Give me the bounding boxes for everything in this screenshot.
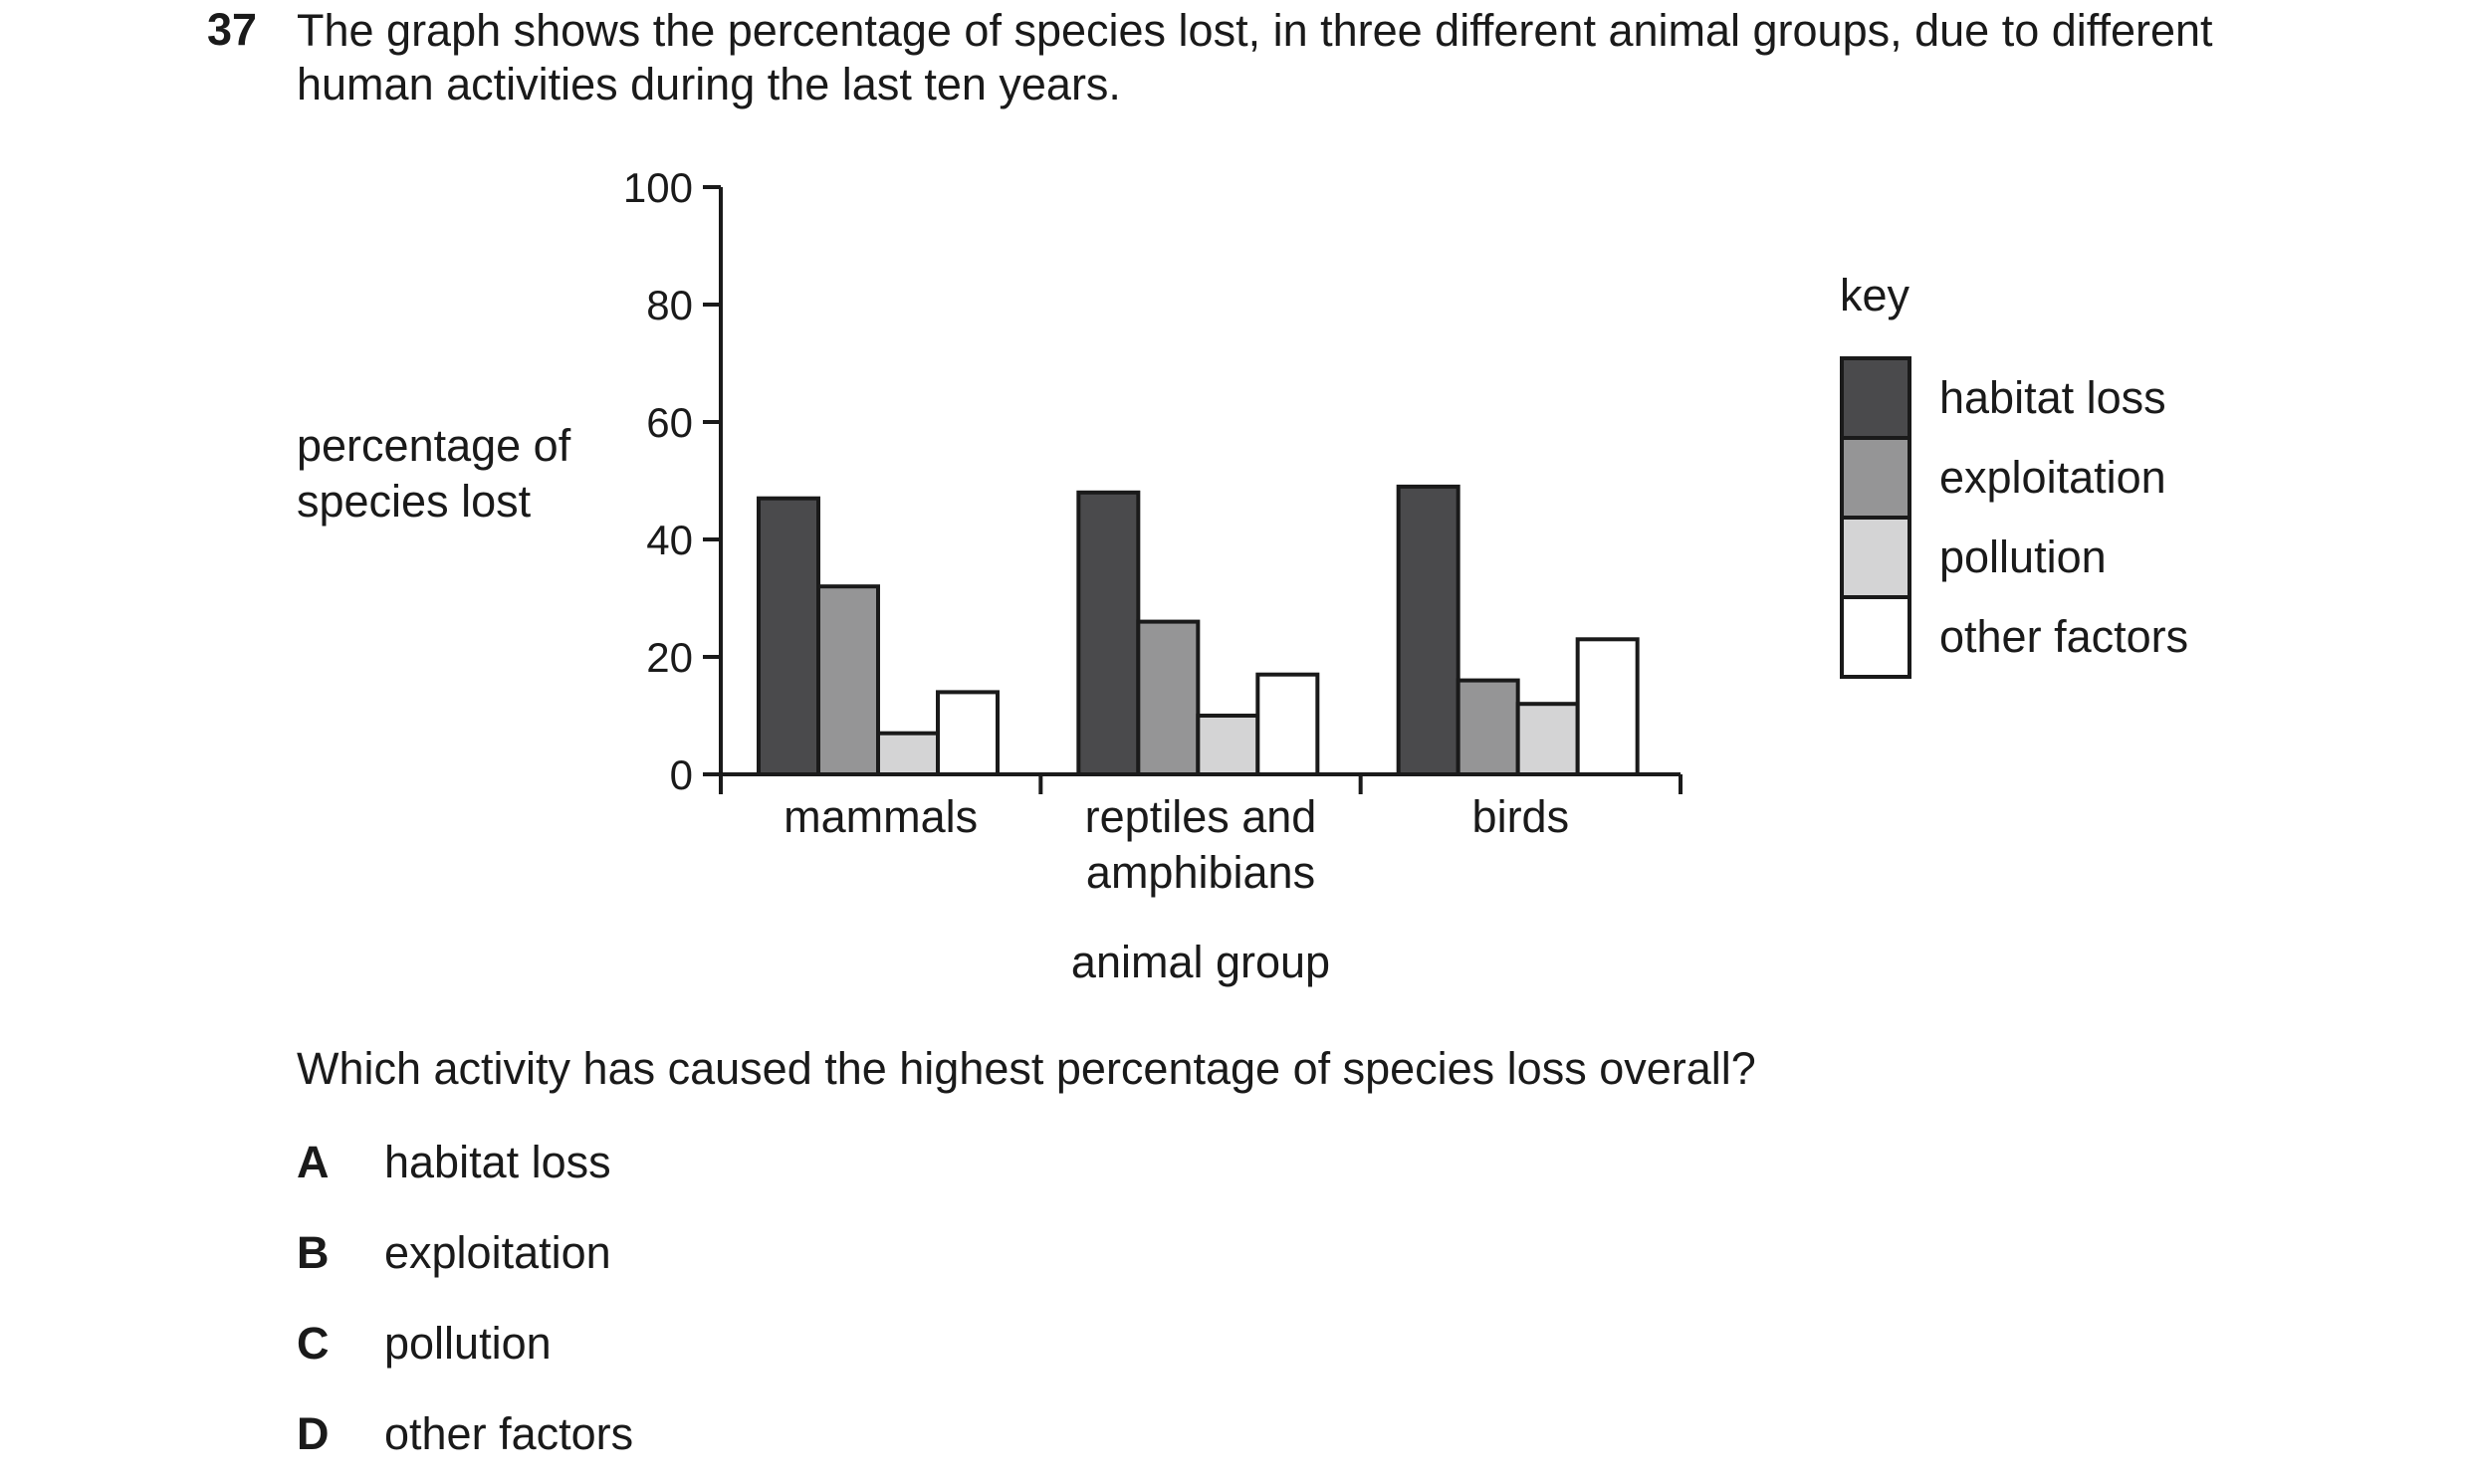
bar bbox=[1515, 702, 1580, 777]
option-text: pollution bbox=[384, 1318, 552, 1369]
legend-label: exploitation bbox=[1939, 452, 2166, 503]
bars bbox=[757, 484, 1640, 777]
legend-label: habitat loss bbox=[1939, 372, 2166, 423]
y-tick-label: 60 bbox=[646, 399, 693, 446]
question-text-line-2: human activities during the last ten yea… bbox=[297, 59, 1121, 109]
bar bbox=[816, 584, 880, 777]
legend: key habitat loss exploitation pollution othe… bbox=[1840, 270, 2188, 679]
y-tick-label: 20 bbox=[646, 634, 693, 681]
bar bbox=[1396, 484, 1460, 776]
legend-swatch bbox=[1840, 516, 1911, 599]
legend-title: key bbox=[1840, 270, 1910, 320]
legend-swatch bbox=[1840, 356, 1911, 440]
bar bbox=[1196, 714, 1260, 776]
legend-label: other factors bbox=[1939, 611, 2188, 662]
legend-swatch bbox=[1840, 436, 1911, 520]
x-tick-label: mammals bbox=[784, 791, 978, 842]
option-letter: B bbox=[297, 1227, 330, 1278]
question-prompt: Which activity has caused the highest pe… bbox=[297, 1043, 1756, 1094]
x-tick-label: amphibians bbox=[1086, 847, 1315, 898]
y-axis-label-line: species lost bbox=[297, 476, 532, 527]
bar bbox=[1255, 672, 1320, 777]
bar bbox=[876, 731, 940, 777]
option-letter: A bbox=[297, 1137, 330, 1187]
question-text-line-1: The graph shows the percentage of specie… bbox=[297, 5, 2213, 56]
x-tick-label: birds bbox=[1472, 791, 1570, 842]
bar bbox=[1076, 490, 1141, 776]
y-tick-label: 100 bbox=[623, 164, 693, 211]
bar bbox=[757, 496, 820, 776]
bar bbox=[1136, 619, 1201, 776]
bar bbox=[1575, 637, 1640, 776]
y-axis-label-line: percentage of bbox=[297, 420, 571, 471]
option-text: other factors bbox=[384, 1408, 634, 1459]
x-axis-label: animal group bbox=[1071, 937, 1330, 987]
option-letter: C bbox=[297, 1318, 330, 1369]
option-letter: D bbox=[297, 1408, 330, 1459]
question-text: The graph shows the percentage of specie… bbox=[297, 4, 2387, 111]
y-tick-label: 40 bbox=[646, 517, 693, 563]
question-number: 37 bbox=[207, 4, 258, 55]
bar bbox=[936, 690, 1000, 777]
y-axis: 0 20 40 60 80 100 bbox=[623, 164, 723, 798]
legend-label: pollution bbox=[1939, 531, 2107, 582]
y-tick-label: 80 bbox=[646, 282, 693, 328]
y-tick-label: 0 bbox=[670, 751, 693, 798]
bar bbox=[1456, 678, 1520, 776]
option-text: habitat loss bbox=[384, 1137, 611, 1187]
option-text: exploitation bbox=[384, 1227, 611, 1278]
x-tick-label: reptiles and bbox=[1085, 791, 1317, 842]
legend-swatch bbox=[1840, 595, 1911, 679]
